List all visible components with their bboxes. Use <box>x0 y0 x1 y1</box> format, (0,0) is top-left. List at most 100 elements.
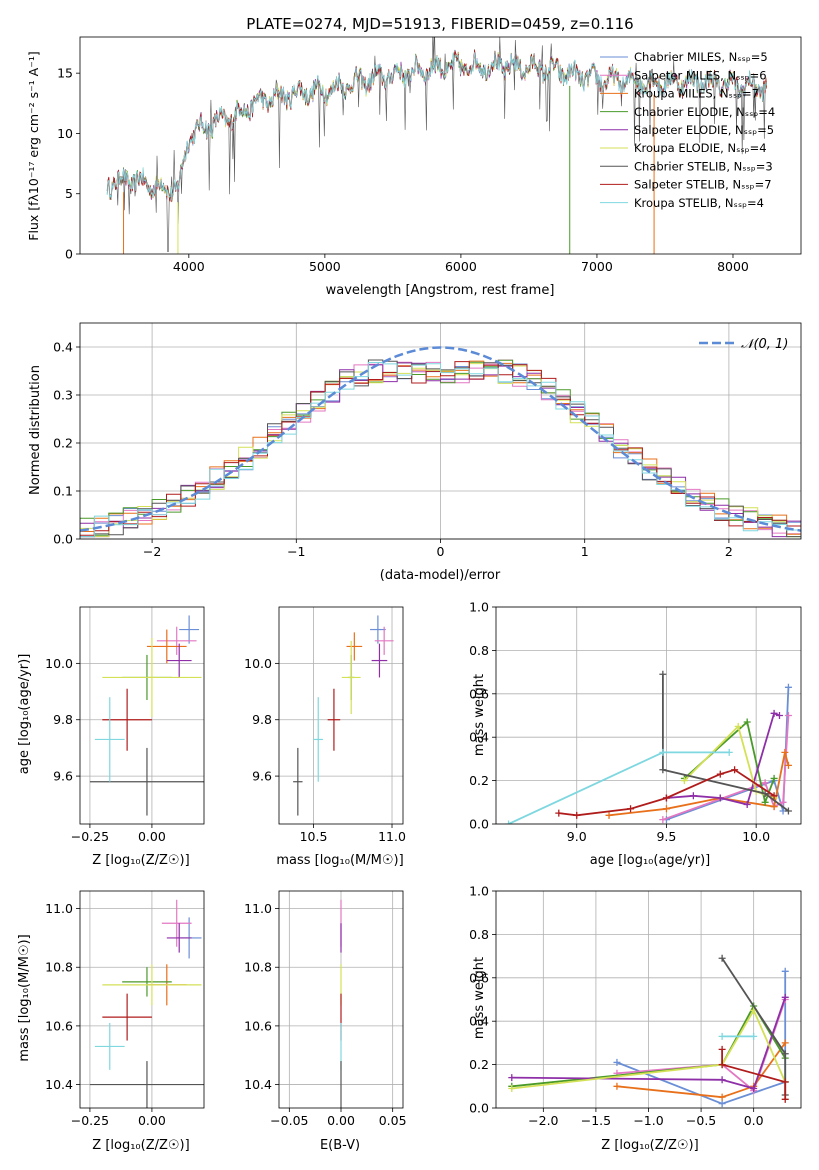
weight-vs-Z-plot-area <box>508 954 789 1108</box>
age-vs-mass-frame <box>278 606 404 825</box>
spectrum-series-line <box>106 52 768 201</box>
weight-vs-age-point-marker <box>770 709 778 717</box>
weight-vs-age-point-marker <box>555 809 563 817</box>
weight-vs-age-point-marker <box>662 805 670 813</box>
weight-vs-age-xtick-label: 9.0 <box>567 829 587 844</box>
weight-vs-Z-series-line <box>511 1008 787 1090</box>
weight-vs-Z-point-marker <box>781 1039 789 1047</box>
spectrum-ylabel: Flux [fλ10⁻¹⁷ erg cm⁻² s⁻¹ A⁻¹] <box>26 51 41 240</box>
spectrum-legend: Chabrier MILES, Nₛₛₚ=5 Salpeter MILES, Nₛ… <box>600 50 775 210</box>
residuals-xtick-label: 2 <box>725 544 733 559</box>
mass-vs-Z-xtick-label: 0.00 <box>138 1113 166 1128</box>
spectrum-xtick-label: 7000 <box>581 259 613 274</box>
weight-vs-age-ytick-label: 0.8 <box>469 643 489 658</box>
residuals-ytick-label: 0.0 <box>53 532 73 547</box>
age-vs-Z-xtick-label: 0.00 <box>138 829 166 844</box>
mass-vs-Z-panel: −0.25 0.00 10.4 10.6 10.8 11.0 Z [log₁₀(Z/Z☉)… <box>17 890 205 1153</box>
weight-vs-Z-series-line <box>511 997 787 1090</box>
weight-vs-age-point-marker <box>716 794 724 802</box>
spectrum-xlabel: wavelength [Angstrom, rest frame] <box>326 283 555 298</box>
normal-legend-label: 𝒩(0, 1) <box>741 337 788 352</box>
weight-vs-age-ytick-label: 0.0 <box>469 817 489 832</box>
weight-vs-Z-xtick-label: −0.5 <box>686 1113 716 1128</box>
weight-vs-age-point-marker <box>659 670 667 678</box>
weight-vs-age-point-marker <box>573 811 581 819</box>
mass-vs-ebv-ytick-label: 10.6 <box>244 1018 272 1033</box>
age-vs-Z-ytick-label: 9.6 <box>53 769 73 784</box>
legend-label: Kroupa MILES, Nₛₛₚ=7 <box>634 87 759 101</box>
mass-vs-ebv-frame <box>278 890 404 1109</box>
weight-vs-Z-ytick-label: 0.0 <box>469 1101 489 1116</box>
spectrum-ytick-label: 5 <box>65 186 73 201</box>
weight-vs-Z-panel: −2.0 −1.5 −1.0 −0.5 0.0 0.0 0.2 0.4 0.6 0.8 1.0 Z … <box>469 884 802 1153</box>
mass-vs-Z-ytick-label: 10.4 <box>45 1077 73 1092</box>
weight-vs-age-point-marker <box>779 798 787 806</box>
age-vs-mass-xlabel: mass [log₁₀(M/M☉)] <box>276 853 403 868</box>
weight-vs-age-frame <box>495 606 802 825</box>
weight-vs-age-point-marker <box>689 792 697 800</box>
mass-vs-ebv-ytick-label: 10.4 <box>244 1077 272 1092</box>
weight-vs-age-series-line <box>662 674 789 812</box>
age-vs-mass-plot-area <box>293 615 394 816</box>
weight-vs-Z-point-marker <box>750 1032 758 1040</box>
age-vs-mass-ytick-label: 9.8 <box>252 712 272 727</box>
age-vs-mass-grid <box>279 607 403 824</box>
weight-vs-Z-point-marker <box>781 1095 789 1103</box>
weight-vs-Z-point-marker <box>508 1074 516 1082</box>
weight-vs-age-point-marker <box>734 722 742 730</box>
weight-vs-Z-xtick-label: −1.5 <box>581 1113 611 1128</box>
weight-vs-Z-point-marker <box>718 1061 726 1069</box>
weight-vs-Z-xtick-label: 0.0 <box>744 1113 764 1128</box>
age-vs-Z-plot-area <box>89 615 204 816</box>
weight-vs-age-point-marker <box>781 748 789 756</box>
age-vs-Z-xlabel: Z [log₁₀(Z/Z☉)] <box>92 853 189 868</box>
spectrum-panel: PLATE=0274, MJD=51913, FIBERID=0459, z=0… <box>26 15 802 298</box>
weight-vs-age-point-marker <box>770 774 778 782</box>
spectrum-plot-area <box>106 37 768 254</box>
age-vs-Z-xtick-label: −0.25 <box>71 829 109 844</box>
weight-vs-Z-series-line <box>721 1049 787 1100</box>
weight-vs-age-point-marker <box>662 794 670 802</box>
weight-vs-Z-point-marker <box>613 1058 621 1066</box>
residuals-xlabel: (data-model)/error <box>380 568 501 583</box>
residuals-xtick-label: 0 <box>437 544 445 559</box>
residuals-panel: −2 −1 0 1 2 0.0 0.1 0.2 0.3 0.4 𝒩(0, 1) (data-mode… <box>28 322 802 583</box>
legend-label: Chabrier STELIB, Nₛₛₚ=3 <box>634 159 773 173</box>
weight-vs-Z-ytick-label: 0.6 <box>469 970 489 985</box>
age-vs-mass-panel: 10.5 11.0 9.6 9.8 10.0 mass [log₁₀(M/M☉)] <box>244 606 406 868</box>
spectrum-title: PLATE=0274, MJD=51913, FIBERID=0459, z=0… <box>246 15 633 33</box>
age-vs-mass-ytick-label: 10.0 <box>244 656 272 671</box>
age-vs-Z-panel: −0.25 0.00 9.6 9.8 10.0 Z [log₁₀(Z/Z☉)] age … <box>17 606 205 868</box>
age-vs-mass-xtick-label: 10.5 <box>300 829 328 844</box>
weight-vs-age-point-marker <box>731 766 739 774</box>
legend-label: Salpeter STELIB, Nₛₛₚ=7 <box>634 178 772 192</box>
weight-vs-age-point-marker <box>659 766 667 774</box>
spectrum-frame <box>79 36 802 255</box>
residuals-frame <box>79 322 802 540</box>
residuals-xtick-label: −2 <box>143 544 161 559</box>
residuals-ytick-label: 0.3 <box>53 388 73 403</box>
residuals-ytick-label: 0.2 <box>53 436 73 451</box>
spectrum-ytick-label: 15 <box>57 66 73 81</box>
residuals-xtick-label: 1 <box>581 544 589 559</box>
mass-vs-Z-ytick-label: 10.8 <box>45 960 73 975</box>
weight-vs-age-xlabel: age [log₁₀(age/yr)] <box>590 853 711 868</box>
mass-vs-Z-ylabel: mass [log₁₀(M/M☉)] <box>17 934 32 1061</box>
weight-vs-Z-point-marker <box>718 954 726 962</box>
age-vs-Z-grid <box>80 607 204 824</box>
weight-vs-age-panel: 9.0 9.5 10.0 0.0 0.2 0.4 0.6 0.8 1.0 age [log₁₀(… <box>469 600 802 868</box>
residuals-xtick-label: −1 <box>287 544 305 559</box>
weight-vs-Z-point-marker <box>781 967 789 975</box>
legend-label: Chabrier MILES, Nₛₛₚ=5 <box>634 50 768 64</box>
mass-vs-Z-plot-area <box>89 899 204 1108</box>
weight-vs-age-ytick-label: 0.4 <box>469 730 489 745</box>
spectrum-xtick-label: 5000 <box>309 259 341 274</box>
mass-vs-ebv-panel: −0.05 0.00 0.05 10.4 10.6 10.8 11.0 E(B-V) <box>244 890 407 1153</box>
weight-vs-Z-ytick-label: 0.8 <box>469 927 489 942</box>
spectrum-xtick-label: 6000 <box>445 259 477 274</box>
legend-label: Kroupa ELODIE, Nₛₛₚ=4 <box>634 141 767 155</box>
weight-vs-age-point-marker <box>770 803 778 811</box>
spectrum-xtick-label: 4000 <box>173 259 205 274</box>
weight-vs-age-point-marker <box>784 683 792 691</box>
residuals-plot-area <box>80 346 801 539</box>
